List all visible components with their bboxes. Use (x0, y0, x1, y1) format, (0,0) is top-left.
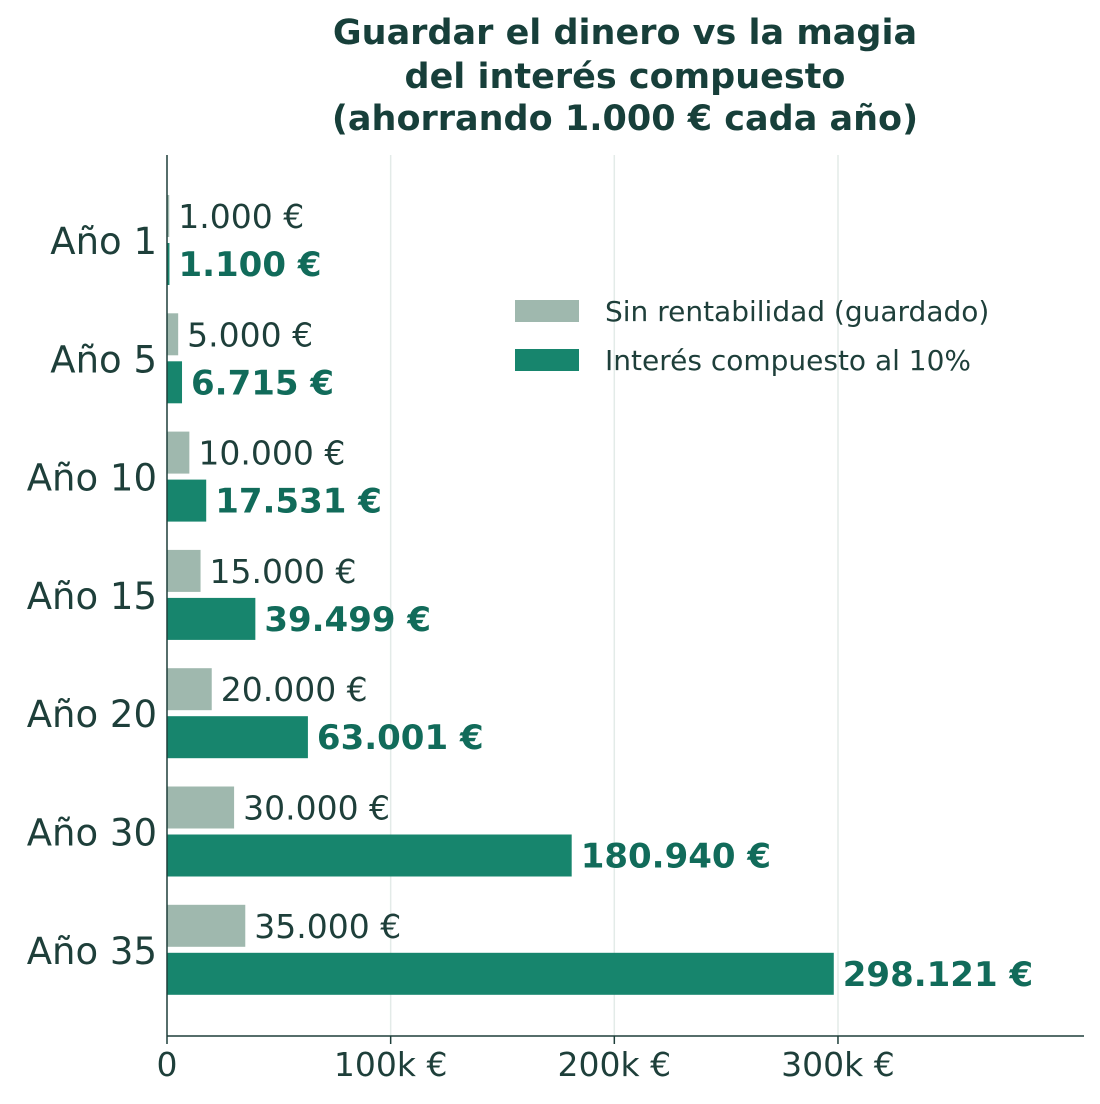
data-label-compound-4: 63.001 € (317, 718, 484, 758)
data-label-compound-3: 39.499 € (264, 600, 431, 640)
data-label-saved-0: 1.000 € (178, 197, 304, 236)
bar-saved-5 (167, 786, 235, 829)
y-tick-label-4: Año 20 (27, 693, 157, 736)
legend-label-compound: Interés compuesto al 10% (605, 344, 971, 377)
data-label-compound-1: 6.715 € (191, 363, 334, 403)
y-tick-label-3: Año 15 (27, 575, 157, 618)
bar-compound-2 (167, 479, 207, 522)
bar-compound-0 (167, 243, 170, 285)
chart-title-line-1: Guardar el dinero vs la magia (333, 13, 917, 53)
gridlines (389, 155, 839, 1036)
bar-saved-1 (167, 313, 179, 356)
data-label-saved-5: 30.000 € (243, 789, 390, 828)
x-tick-label-2: 200k € (558, 1045, 672, 1084)
data-label-saved-4: 20.000 € (221, 670, 368, 709)
data-label-compound-2: 17.531 € (215, 482, 382, 522)
bars (167, 195, 834, 995)
bar-compound-6 (167, 952, 834, 995)
x-tick-label-0: 0 (157, 1045, 178, 1084)
y-tick-label-1: Año 5 (50, 338, 157, 381)
data-labels: 1.000 € 1.100 € 5.000 € 6.715 € 10.000 € 17.5… (178, 197, 1033, 995)
x-tick-label-1: 100k € (334, 1045, 448, 1084)
bar-saved-2 (167, 431, 190, 474)
bar-saved-0 (167, 195, 170, 237)
bar-saved-4 (167, 668, 212, 711)
y-tick-label-5: Año 30 (27, 812, 157, 855)
chart-title-line-3: (ahorrando 1.000 € cada año) (332, 99, 918, 139)
bar-compound-1 (167, 361, 183, 404)
legend-swatch-compound (515, 349, 579, 371)
axes: Año 1 Año 5 Año 10 Año 15 Año 20 Año 30 Año 35… (27, 155, 1084, 1084)
data-label-saved-6: 35.000 € (254, 907, 401, 946)
chart-title-line-2: del interés compuesto (405, 57, 846, 97)
bar-compound-5 (167, 834, 572, 877)
data-label-saved-1: 5.000 € (187, 315, 313, 354)
data-label-compound-5: 180.940 € (581, 837, 771, 877)
data-label-compound-6: 298.121 € (843, 955, 1033, 995)
bar-compound-3 (167, 597, 256, 640)
bar-compound-4 (167, 716, 308, 759)
y-tick-label-0: Año 1 (50, 220, 157, 263)
legend-label-saved: Sin rentabilidad (guardado) (605, 295, 989, 328)
data-label-compound-0: 1.100 € (178, 245, 321, 285)
data-label-saved-2: 10.000 € (198, 434, 345, 473)
x-tick-label-3: 300k € (781, 1045, 895, 1084)
legend-swatch-saved (515, 300, 579, 322)
legend: Sin rentabilidad (guardado) Interés comp… (515, 295, 989, 377)
data-label-saved-3: 15.000 € (210, 552, 357, 591)
bar-saved-6 (167, 904, 246, 947)
y-tick-label-2: Año 10 (27, 457, 157, 500)
bar-saved-3 (167, 549, 201, 592)
y-tick-label-6: Año 35 (27, 930, 157, 973)
